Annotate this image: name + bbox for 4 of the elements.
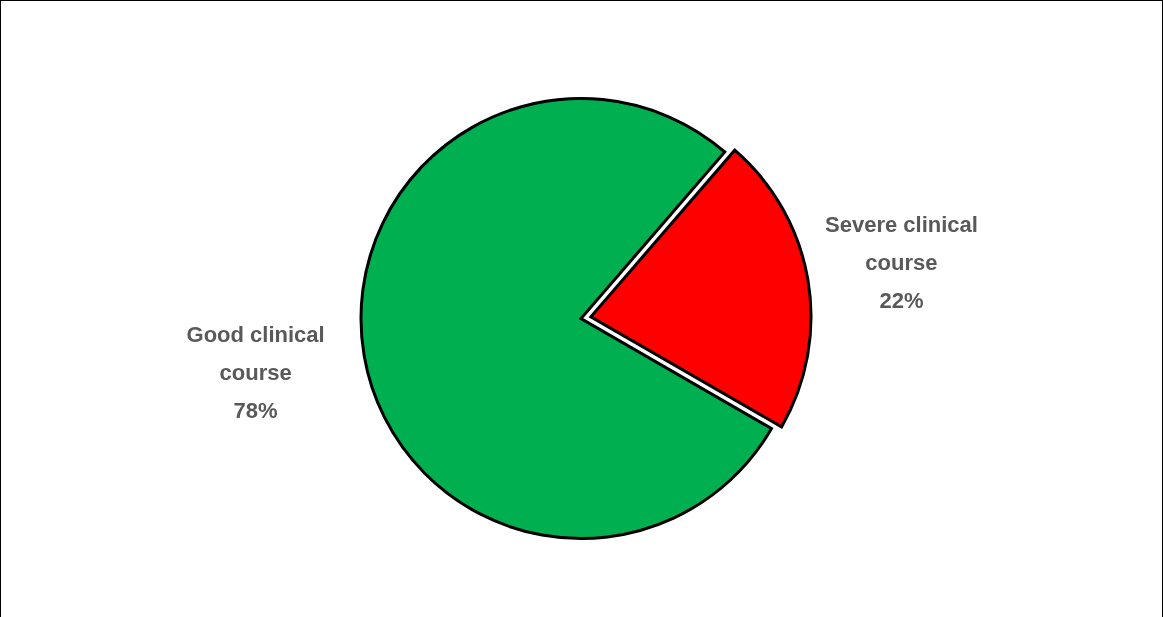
slice-label: Good clinical course — [186, 321, 325, 385]
data-label: 22% — [879, 288, 924, 314]
slice-label: Severe clinical course — [825, 212, 978, 276]
data-label: 78% — [233, 397, 278, 423]
